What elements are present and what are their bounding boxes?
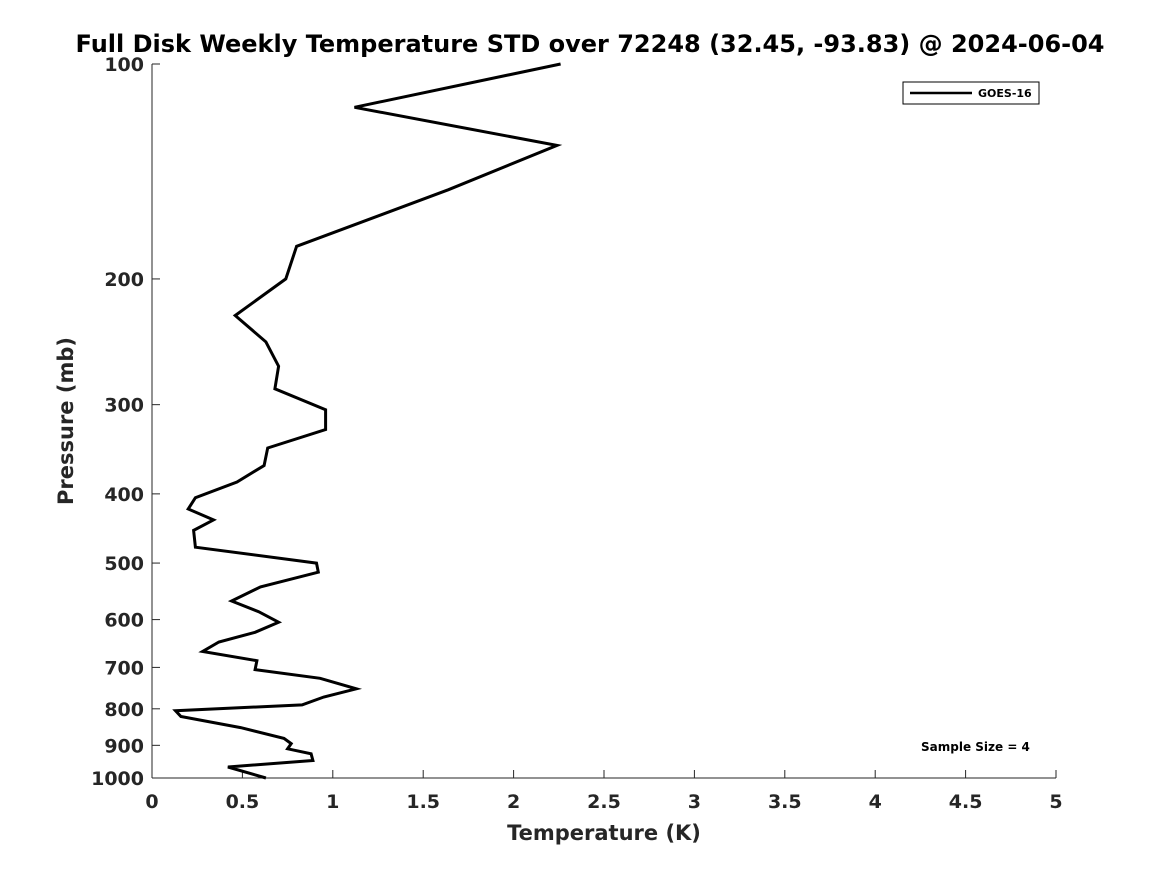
x-tick-label: 1.5 <box>406 791 440 813</box>
legend-label: GOES-16 <box>978 87 1032 100</box>
y-tick-label: 300 <box>104 395 144 417</box>
x-tick-label: 2.5 <box>587 791 621 813</box>
y-tick-label: 400 <box>104 484 144 506</box>
y-tick-label: 700 <box>104 657 144 679</box>
x-tick-label: 0.5 <box>226 791 260 813</box>
y-tick-label: 1000 <box>91 768 144 790</box>
y-tick-label: 200 <box>104 269 144 291</box>
series-line-1 <box>172 62 563 780</box>
series-layer <box>172 62 563 780</box>
y-tick-label: 800 <box>104 699 144 721</box>
x-tick-label: 2 <box>507 791 520 813</box>
x-tick-label: 3.5 <box>768 791 802 813</box>
x-tick-label: 1 <box>326 791 339 813</box>
x-tick-label: 5 <box>1049 791 1062 813</box>
x-tick-label: 4.5 <box>949 791 983 813</box>
x-tick-label: 3 <box>688 791 701 813</box>
legend: GOES-16 <box>902 81 1040 105</box>
chart-title: Full Disk Weekly Temperature STD over 72… <box>76 30 1105 58</box>
y-axis-ticks: 100 200 300 400 500 600 700 800 900 1000 <box>91 54 160 790</box>
x-tick-label: 4 <box>869 791 882 813</box>
y-tick-label: 600 <box>104 610 144 632</box>
plot-area <box>151 64 1056 779</box>
y-tick-label: 100 <box>104 54 144 76</box>
sample-size-annotation: Sample Size = 4 <box>921 740 1030 754</box>
x-tick-label: 0 <box>145 791 158 813</box>
x-axis-label: Temperature (K) <box>507 821 701 845</box>
x-axis-ticks: 0 0.5 1 1.5 2 2.5 3 3.5 4 4.5 5 <box>145 770 1063 813</box>
y-tick-label: 900 <box>104 735 144 757</box>
y-axis-label: Pressure (mb) <box>54 337 78 505</box>
y-tick-label: 500 <box>104 553 144 575</box>
